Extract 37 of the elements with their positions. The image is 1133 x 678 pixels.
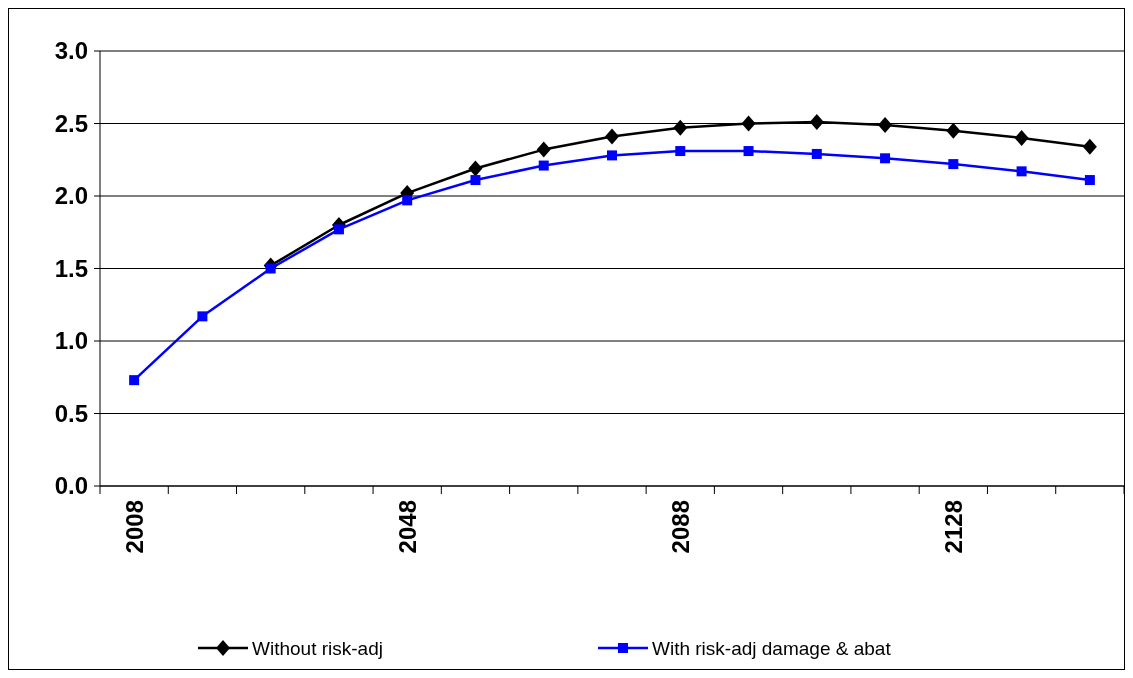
y-tick-label: 1.5 bbox=[54, 254, 88, 282]
x-tick-label: 2008 bbox=[120, 500, 148, 554]
point bbox=[946, 122, 961, 139]
y-tick-label: 1.0 bbox=[54, 327, 88, 355]
point bbox=[468, 160, 483, 177]
point bbox=[1014, 130, 1029, 146]
point bbox=[741, 115, 756, 132]
point bbox=[538, 160, 549, 171]
point bbox=[333, 224, 344, 235]
point bbox=[743, 146, 754, 157]
point bbox=[1082, 138, 1097, 155]
point bbox=[1016, 166, 1027, 177]
y-tick-label: 0.0 bbox=[54, 472, 88, 500]
x-tick-label: 2048 bbox=[393, 500, 421, 554]
point bbox=[402, 195, 413, 206]
point bbox=[673, 119, 688, 136]
legend-label: Without risk-adj bbox=[252, 637, 383, 659]
point bbox=[1084, 175, 1095, 186]
x-tick-label: 2128 bbox=[939, 500, 967, 554]
point bbox=[878, 116, 893, 133]
point bbox=[675, 146, 686, 157]
x-tick-label: 2088 bbox=[666, 500, 694, 554]
point bbox=[809, 114, 824, 131]
point bbox=[605, 128, 619, 145]
point bbox=[607, 150, 617, 161]
point bbox=[536, 141, 551, 158]
y-tick-label: 2.5 bbox=[54, 109, 88, 137]
point bbox=[470, 175, 481, 186]
point bbox=[197, 311, 208, 322]
point bbox=[880, 153, 891, 164]
y-tick-label: 3.0 bbox=[54, 37, 88, 65]
point bbox=[948, 159, 959, 170]
point bbox=[811, 148, 822, 159]
y-tick-label: 2.0 bbox=[54, 182, 88, 210]
y-tick-label: 0.5 bbox=[54, 399, 88, 427]
legend-label: With risk-adj damage & abat bbox=[652, 637, 892, 659]
point bbox=[129, 375, 140, 386]
